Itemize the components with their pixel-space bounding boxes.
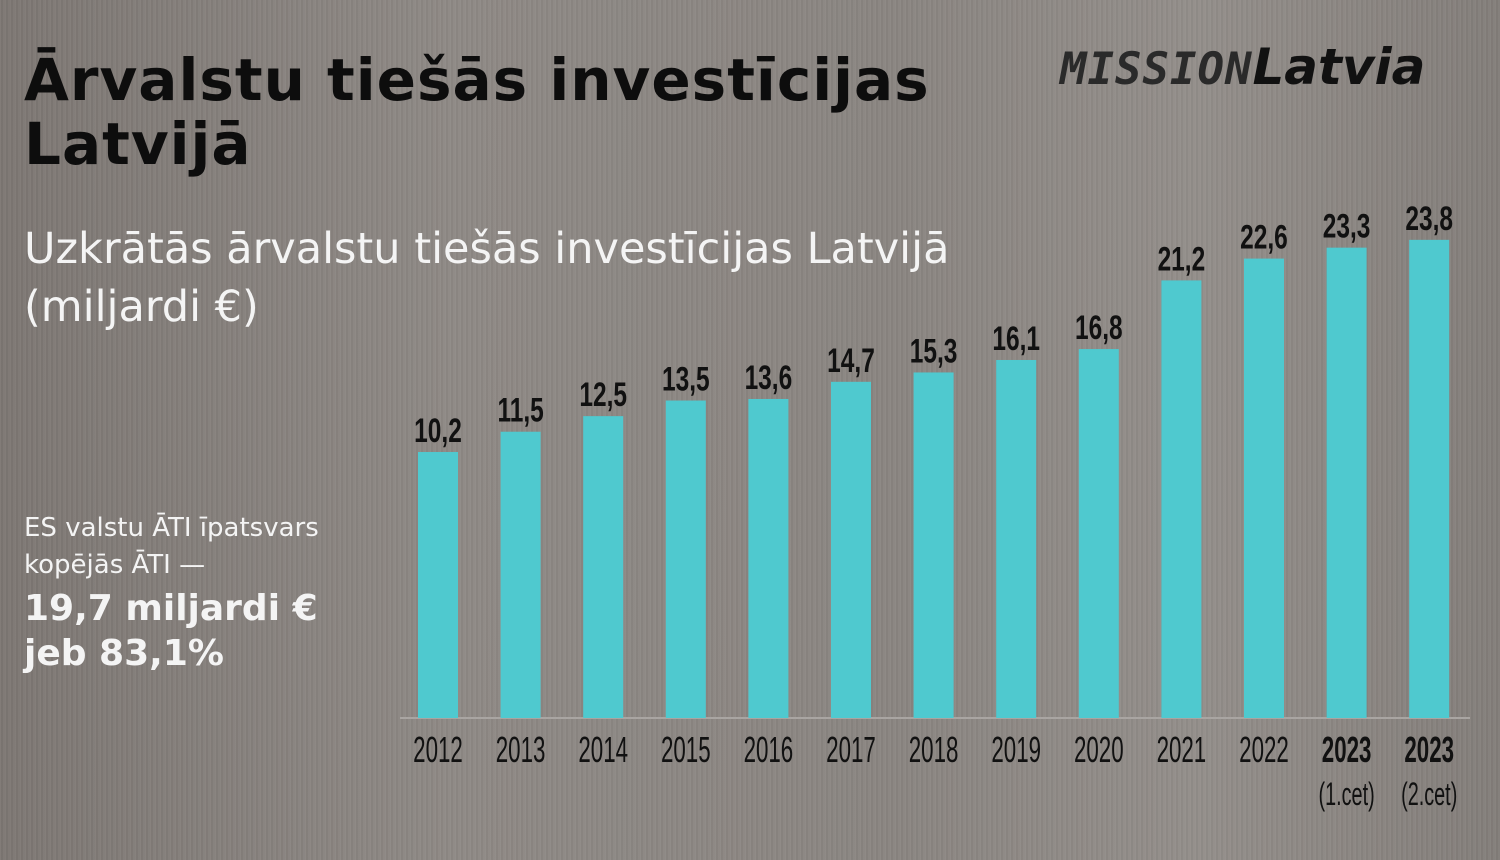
x-tick-label: 2013 bbox=[496, 731, 546, 771]
bar bbox=[418, 452, 458, 718]
data-label: 15,3 bbox=[910, 333, 958, 371]
logo-latvia: Latvia bbox=[1252, 38, 1426, 96]
data-label: 16,8 bbox=[1075, 309, 1123, 347]
data-label: 23,8 bbox=[1405, 200, 1453, 238]
bar bbox=[1409, 239, 1450, 719]
note-line2: kopējās ĀTI — bbox=[24, 550, 206, 580]
data-label: 13,6 bbox=[745, 359, 793, 397]
note-line1: ES valstu ĀTI īpatsvars bbox=[24, 513, 319, 543]
logo-mission: MISSION bbox=[1060, 44, 1253, 95]
x-tick-label: 2016 bbox=[744, 731, 794, 771]
note-percent: jeb 83,1% bbox=[24, 633, 224, 674]
data-label: 16,1 bbox=[992, 320, 1040, 358]
x-tick-label: 2020 bbox=[1074, 731, 1124, 771]
data-label: 11,5 bbox=[497, 392, 543, 430]
x-tick-label: 2023 bbox=[1404, 731, 1454, 771]
note-value: 19,7 miljardi € bbox=[24, 588, 318, 629]
x-tick-sublabel: (1.cet) bbox=[1318, 776, 1374, 812]
x-tick-label: 2017 bbox=[826, 731, 876, 771]
x-tick-label: 2023 bbox=[1322, 731, 1372, 771]
x-tick-label: 2014 bbox=[578, 731, 628, 771]
bar bbox=[1326, 247, 1367, 718]
page-title: Ārvalstu tiešās investīcijas Latvijā bbox=[24, 46, 930, 178]
data-label: 21,2 bbox=[1158, 241, 1206, 279]
bar bbox=[913, 372, 954, 718]
x-tick-label: 2019 bbox=[991, 731, 1041, 771]
x-tick-label: 2022 bbox=[1239, 731, 1289, 771]
x-tick-label: 2021 bbox=[1157, 731, 1207, 771]
x-tick-label: 2015 bbox=[661, 731, 711, 771]
data-label: 22,6 bbox=[1240, 219, 1288, 257]
x-tick-label: 2018 bbox=[909, 731, 959, 771]
bar bbox=[748, 398, 789, 718]
data-label: 23,3 bbox=[1323, 208, 1371, 246]
data-label: 14,7 bbox=[827, 342, 875, 380]
bar bbox=[1161, 280, 1202, 718]
eu-share-note: ES valstu ĀTI īpatsvars kopējās ĀTI — 19… bbox=[24, 510, 319, 674]
bar bbox=[500, 431, 541, 718]
data-label: 12,5 bbox=[579, 376, 627, 414]
mission-latvia-logo: MISSIONLatvia bbox=[1060, 38, 1425, 96]
bar bbox=[1244, 258, 1284, 718]
data-label: 13,5 bbox=[662, 361, 710, 399]
bar bbox=[996, 359, 1037, 718]
bar bbox=[583, 416, 624, 718]
bar bbox=[665, 400, 706, 718]
chart-subtitle: Uzkrātās ārvalstu tiešās investīcijas La… bbox=[24, 224, 950, 332]
bar bbox=[1078, 349, 1119, 718]
x-tick-sublabel: (2.cet) bbox=[1401, 776, 1457, 812]
bar bbox=[831, 381, 871, 718]
x-tick-label: 2012 bbox=[413, 731, 463, 771]
data-label: 10,2 bbox=[414, 412, 462, 450]
